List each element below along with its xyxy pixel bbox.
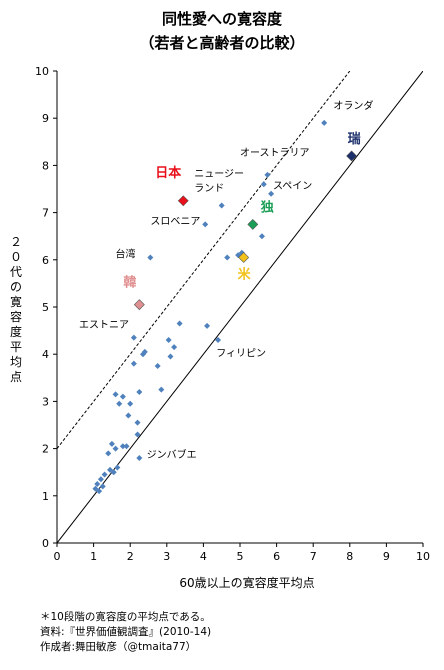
y-tick-label: 7	[42, 207, 49, 220]
x-axis-label: 60歳以上の寛容度平均点	[179, 576, 315, 590]
y-tick-label: 10	[35, 65, 49, 78]
y-tick-label: 1	[42, 490, 49, 503]
data-point	[268, 190, 275, 197]
data-point	[171, 344, 178, 351]
footnotes: ＊10段階の寛容度の平均点である。 資料:『世界価値観調査』(2010-14) …	[40, 610, 211, 655]
data-point	[125, 412, 132, 419]
highlight-label: 瑞	[348, 131, 361, 147]
country-label: スペイン	[273, 181, 312, 192]
footnote-scale: ＊10段階の寛容度の平均点である。	[40, 611, 211, 623]
data-point	[107, 466, 114, 473]
y-tick-label: 2	[42, 443, 49, 456]
highlight-point	[133, 299, 145, 311]
reference-line-equal	[57, 71, 423, 543]
data-point	[96, 488, 103, 495]
x-tick-label: 3	[163, 550, 170, 563]
data-point	[101, 471, 108, 478]
data-point	[141, 348, 148, 355]
highlight-point	[346, 150, 358, 162]
country-label: 台湾	[116, 247, 136, 260]
chart-subtitle: （若者と高齢者の比較）	[139, 34, 305, 52]
x-tick-label: 0	[54, 550, 61, 563]
x-tick-label: 1	[90, 550, 97, 563]
country-label: ジンバブエ	[147, 448, 197, 461]
data-point	[215, 337, 222, 344]
data-point	[127, 400, 134, 407]
data-point	[165, 337, 172, 344]
y-tick-label: 3	[42, 395, 49, 408]
highlight-point	[177, 195, 189, 207]
footnote-author: 作成者:舞田敏彦（@tmaita77）	[40, 641, 197, 653]
data-point	[176, 320, 183, 327]
country-label: ランド	[194, 182, 224, 194]
chart-title: 同性愛への寛容度	[161, 10, 282, 28]
data-point	[260, 181, 267, 188]
x-tick-label: 2	[127, 550, 134, 563]
y-tick-label: 4	[42, 348, 49, 361]
highlight-label: 独	[261, 199, 274, 215]
reference-line-dashed	[57, 71, 351, 449]
y-tick-label: 8	[42, 159, 49, 172]
data-point	[116, 400, 123, 407]
highlight-label: 韓	[123, 275, 136, 291]
highlight-label: 米	[238, 266, 252, 282]
country-label: エストニア	[79, 320, 129, 331]
data-point	[108, 440, 115, 447]
y-axis-label: ２０代の寛容度平均点	[9, 235, 22, 384]
data-point	[114, 464, 121, 471]
x-tick-label: 5	[237, 550, 244, 563]
y-tick-label: 5	[42, 301, 49, 314]
country-label: フィリピン	[216, 348, 266, 360]
highlight-point	[247, 218, 259, 230]
x-tick-label: 10	[416, 550, 430, 563]
x-tick-label: 6	[273, 550, 280, 563]
data-point	[154, 363, 161, 369]
data-point	[92, 485, 99, 492]
country-label: スロベニア	[150, 215, 200, 227]
highlight-point	[238, 252, 250, 263]
data-point	[130, 360, 137, 367]
data-point	[202, 221, 209, 228]
data-point	[112, 391, 119, 398]
country-label: ニュージー	[194, 169, 244, 180]
data-point	[97, 476, 104, 483]
data-point	[167, 353, 174, 360]
data-point	[158, 386, 165, 393]
data-point	[99, 483, 106, 490]
data-point	[321, 119, 328, 126]
data-point	[134, 431, 141, 438]
data-point	[134, 419, 141, 426]
country-label: オーストラリア	[240, 147, 310, 159]
highlight-label: 日本	[155, 165, 181, 181]
x-tick-label: 4	[200, 550, 207, 563]
footnote-source: 資料:『世界価値観調査』(2010-14)	[40, 626, 212, 638]
data-point	[94, 481, 101, 487]
data-point	[224, 254, 231, 261]
y-tick-label: 9	[42, 112, 49, 125]
data-point	[258, 233, 265, 240]
y-tick-label: 0	[42, 537, 49, 550]
data-point	[147, 254, 154, 261]
data-point	[110, 469, 117, 476]
x-tick-label: 8	[346, 550, 353, 563]
data-point	[218, 202, 225, 209]
data-point	[112, 445, 119, 452]
x-tick-label: 7	[310, 550, 317, 563]
data-point	[136, 388, 143, 395]
y-tick-label: 6	[42, 254, 49, 267]
x-tick-label: 9	[383, 550, 390, 563]
data-point	[119, 393, 126, 400]
data-point	[136, 455, 143, 462]
data-point	[204, 322, 211, 329]
country-label: オランダ	[333, 99, 373, 112]
data-point	[123, 443, 130, 450]
data-point	[264, 171, 271, 178]
data-point	[105, 450, 112, 457]
data-point	[119, 443, 126, 450]
data-point	[130, 334, 137, 341]
